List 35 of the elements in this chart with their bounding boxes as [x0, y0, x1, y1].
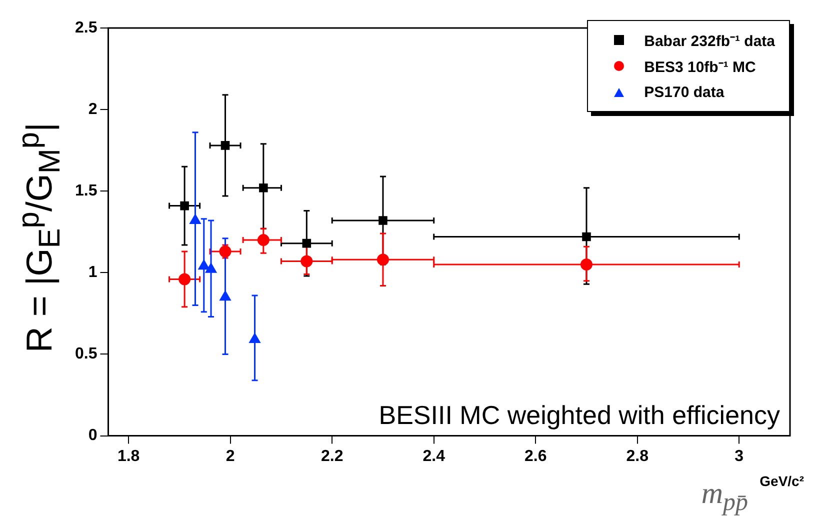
y-tick-label: 2.5: [74, 19, 98, 36]
annotation: BESIII MC weighted with efficiency: [378, 400, 780, 430]
point: [180, 201, 189, 210]
point: [220, 141, 230, 150]
legend-label: BES3 10fb⁻¹ MC: [644, 58, 756, 76]
y-tick-label: 1.5: [74, 182, 98, 200]
point: [205, 262, 217, 273]
legend-label: PS170 data: [644, 84, 724, 100]
legend-label: Babar 232fb⁻¹ data: [644, 32, 775, 50]
point: [378, 216, 388, 225]
x-axis-title: m$_{pp̄}$: [701, 477, 748, 517]
y-tick-label: 0: [88, 427, 98, 444]
point: [249, 333, 260, 344]
point: [580, 258, 592, 271]
point: [257, 234, 270, 246]
y-tick-label: 1: [88, 264, 98, 282]
y-tick-label: 0.5: [74, 346, 98, 363]
point: [219, 245, 232, 258]
x-tick-label: 2: [226, 448, 235, 465]
point: [178, 273, 191, 286]
x-tick-label: 2.2: [320, 448, 344, 465]
point: [259, 183, 268, 192]
x-tick-label: 3: [734, 448, 744, 465]
point: [198, 260, 210, 270]
y-tick-label: 2: [88, 100, 98, 118]
point: [302, 238, 312, 248]
x-tick-label: 2.4: [422, 448, 446, 465]
x-tick-label: 2.6: [524, 448, 547, 465]
x-tick-label: 1.8: [117, 448, 140, 465]
x-tick-label: 2.8: [626, 448, 649, 465]
point: [582, 232, 591, 242]
point: [300, 255, 313, 268]
text: GeV/c²: [760, 473, 804, 489]
point: [376, 254, 389, 266]
point: [220, 290, 231, 301]
